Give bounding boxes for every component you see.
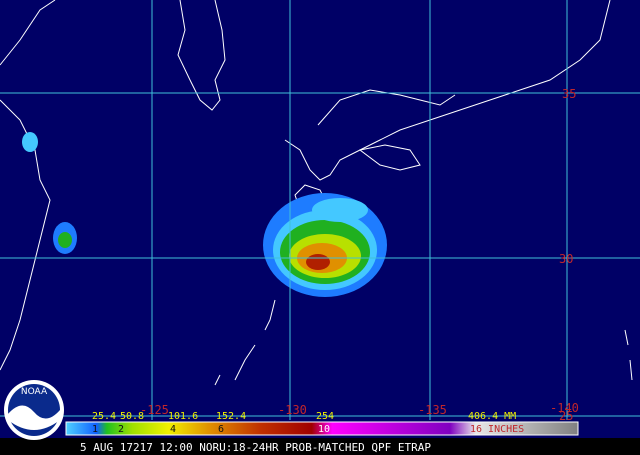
mm-label: 101.6: [168, 411, 198, 422]
lat-label: 30: [559, 252, 573, 266]
caption: 5 AUG 17217 12:00 NORU:18-24HR PROB-MATC…: [80, 441, 431, 454]
lon-label: -125: [140, 403, 169, 417]
colorbar-ramp: [65, 421, 579, 436]
inch-label: 6: [218, 424, 224, 435]
inch-label: 1: [92, 424, 98, 435]
caption-bar: [0, 438, 640, 455]
inch-label: 2: [118, 424, 124, 435]
mm-label: 50.8: [120, 411, 144, 422]
mm-label: 152.4: [216, 411, 246, 422]
mm-label: 254: [316, 411, 334, 422]
mm-label: 25.4: [92, 411, 116, 422]
graticule: [0, 0, 640, 420]
inch-label: 10: [318, 424, 330, 435]
logo: NOAA: [4, 380, 64, 440]
mm-label: 406.4 MM: [468, 411, 516, 422]
lon-label: -135: [418, 403, 447, 417]
lat-label: 25: [559, 409, 573, 423]
lat-label: 35: [562, 87, 576, 101]
lon-label: -140: [550, 401, 579, 415]
colorbar: 25.4 50.8 101.6 152.4 254 406.4 MM 1 2 4…: [65, 411, 579, 436]
inch-label: 16 INCHES: [470, 424, 524, 435]
inch-label: 4: [170, 424, 176, 435]
lon-label: -130: [278, 403, 307, 417]
precipitation: [22, 132, 387, 297]
logo-text: NOAA: [21, 387, 48, 397]
